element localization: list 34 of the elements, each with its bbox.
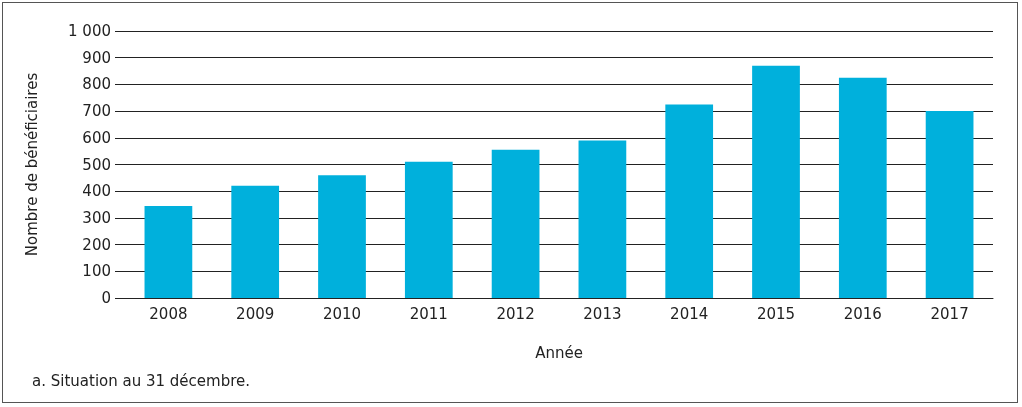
y-tick-label: 300 [82,208,111,227]
x-tick-label: 2009 [236,304,275,323]
x-tick-label: 2015 [756,304,796,323]
x-tick-label: 2016 [843,304,882,323]
bar [838,77,887,298]
x-tick-label: 2012 [496,304,535,323]
bar [665,104,714,298]
bar [752,65,800,298]
x-tick-label: 2013 [583,304,622,323]
bar [578,140,627,298]
x-tick-label: 2011 [409,304,448,323]
y-tick-label: 600 [82,128,111,147]
y-tick-label: 400 [82,182,111,201]
y-tick-label: 900 [82,48,111,67]
x-tick-label: 2014 [670,304,709,323]
x-tick-label: 2017 [930,304,969,323]
bar [318,175,366,298]
x-axis-title: Année [535,343,583,362]
bar [404,161,453,298]
x-tick-label: 2008 [149,304,188,323]
y-axis-title: Nombre de bénéficiaires [22,72,41,257]
bar [491,149,540,298]
y-tick-label: 0 [101,289,111,307]
y-tick-label: 500 [82,155,111,174]
y-tick-label: 700 [82,102,111,121]
y-tick-label: 1 000 [68,22,111,40]
y-tick-label: 200 [82,235,111,254]
text: a. Situation au 31 décembre. [32,371,251,390]
bar [925,111,974,298]
y-tick-label: 100 [82,262,111,281]
bar [144,205,193,298]
y-tick-label: 800 [82,75,111,94]
bar [231,185,280,298]
x-tick-label: 2010 [322,304,362,323]
